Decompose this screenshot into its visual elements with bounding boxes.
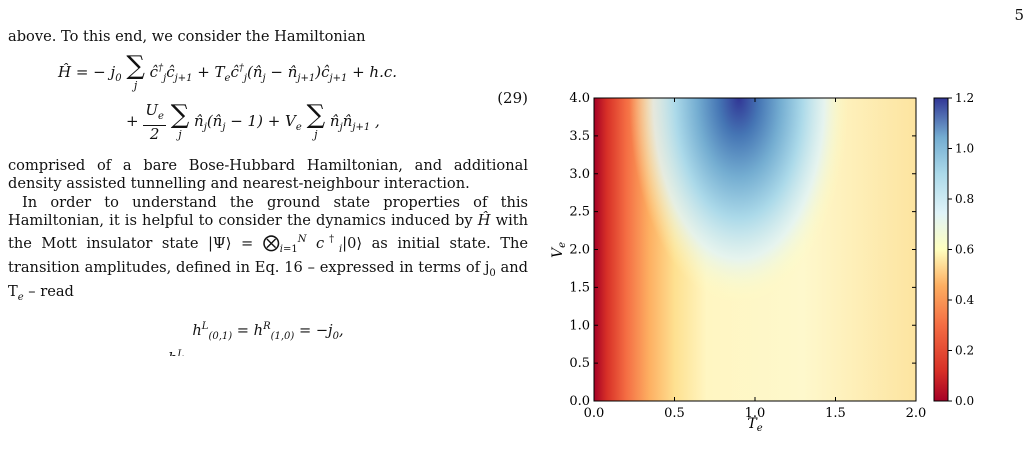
paragraph-2-end: as initial state. The transition amplitu… (8, 234, 529, 276)
colorbar-tick-label: 1.2 (955, 91, 974, 105)
equation-number: (29) (497, 88, 528, 107)
hamiltonian-equation: Ĥ = − j0 ∑ j ĉ†jĉj+1 + Teĉ†j(n̂j − n̂j+1)… (8, 47, 528, 157)
y-tick-label: 3.0 (569, 167, 590, 182)
colorbar-tick-label: 0.8 (955, 192, 974, 206)
heatmap-high-region (594, 98, 916, 401)
paragraph-2: In order to understand the ground state … (8, 193, 529, 304)
x-tick-label: 1.5 (825, 406, 846, 421)
paragraph-2-start: In order to understand the ground state … (8, 193, 528, 230)
y-tick-label: 0.5 (569, 356, 590, 371)
colorbar-tick-label: 0.0 (955, 394, 974, 408)
x-tick-label: 0.5 (664, 406, 685, 421)
y-axis-ticks: 0.0 0.5 1.0 1.5 2.0 2.5 3.0 3.5 4.0 (569, 91, 916, 409)
transition-equation: hL(0,1) = hR(1,0) = −j0, (192, 320, 344, 342)
equation-line-2: + Ue 2 ∑ j n̂j(n̂j − 1) + Ve ∑ j n̂jn̂j+1 , (126, 99, 380, 143)
y-tick-label: 1.5 (569, 280, 590, 295)
text-column: above. To this end, we consider the Hami… (8, 28, 528, 356)
colorbar-ticks: 0.0 0.2 0.4 0.6 0.8 1.0 1.2 (948, 91, 974, 408)
x-tick-label: 2.0 (906, 406, 927, 421)
intro-text: above. To this end, we consider the Hami… (8, 28, 366, 45)
x-tick-label: 1.0 (745, 406, 766, 421)
paragraph-2-read: – read (28, 283, 74, 301)
transition-equation-cut: hL (168, 348, 185, 356)
colorbar-scale (933, 97, 949, 402)
colorbar-tick-label: 0.6 (955, 243, 974, 257)
y-tick-label: 3.5 (569, 129, 590, 144)
y-axis-label: Ve (550, 242, 568, 258)
colorbar-tick-label: 0.4 (955, 293, 974, 307)
y-tick-label: 2.0 (569, 243, 590, 258)
colorbar-tick-label: 0.2 (955, 344, 974, 358)
x-axis-ticks: 0.0 0.5 1.0 1.5 2.0 (584, 98, 927, 421)
y-tick-label: 1.0 (569, 318, 590, 333)
paragraph-2-mid: with the Mott insulator state |Ψ⟩ = (8, 212, 529, 252)
x-tick-label: 0.0 (584, 406, 605, 421)
colorbar: 0.0 0.2 0.4 0.6 0.8 1.0 1.2 (933, 91, 974, 408)
paragraph-2-tail: and T (8, 258, 528, 301)
y-tick-label: 0.0 (569, 394, 590, 409)
paragraph-1: comprised of a bare Bose-Hubbard Hamilto… (8, 156, 528, 193)
colorbar-tick-label: 1.0 (955, 142, 974, 156)
heatmap-plot-area (593, 97, 917, 402)
y-tick-label: 4.0 (569, 91, 590, 106)
equation-line-1: Ĥ = − j0 ∑ j ĉ†jĉj+1 + Teĉ†j(n̂j − n̂j+1)… (58, 50, 398, 92)
heatmap-figure: 0.0 0.5 1.0 1.5 2.0 0.0 0.5 1.0 1.5 2.0 2.5 3.0 3.5… (550, 91, 974, 434)
page-number: 5 (1014, 6, 1024, 24)
y-tick-label: 2.5 (569, 205, 590, 220)
